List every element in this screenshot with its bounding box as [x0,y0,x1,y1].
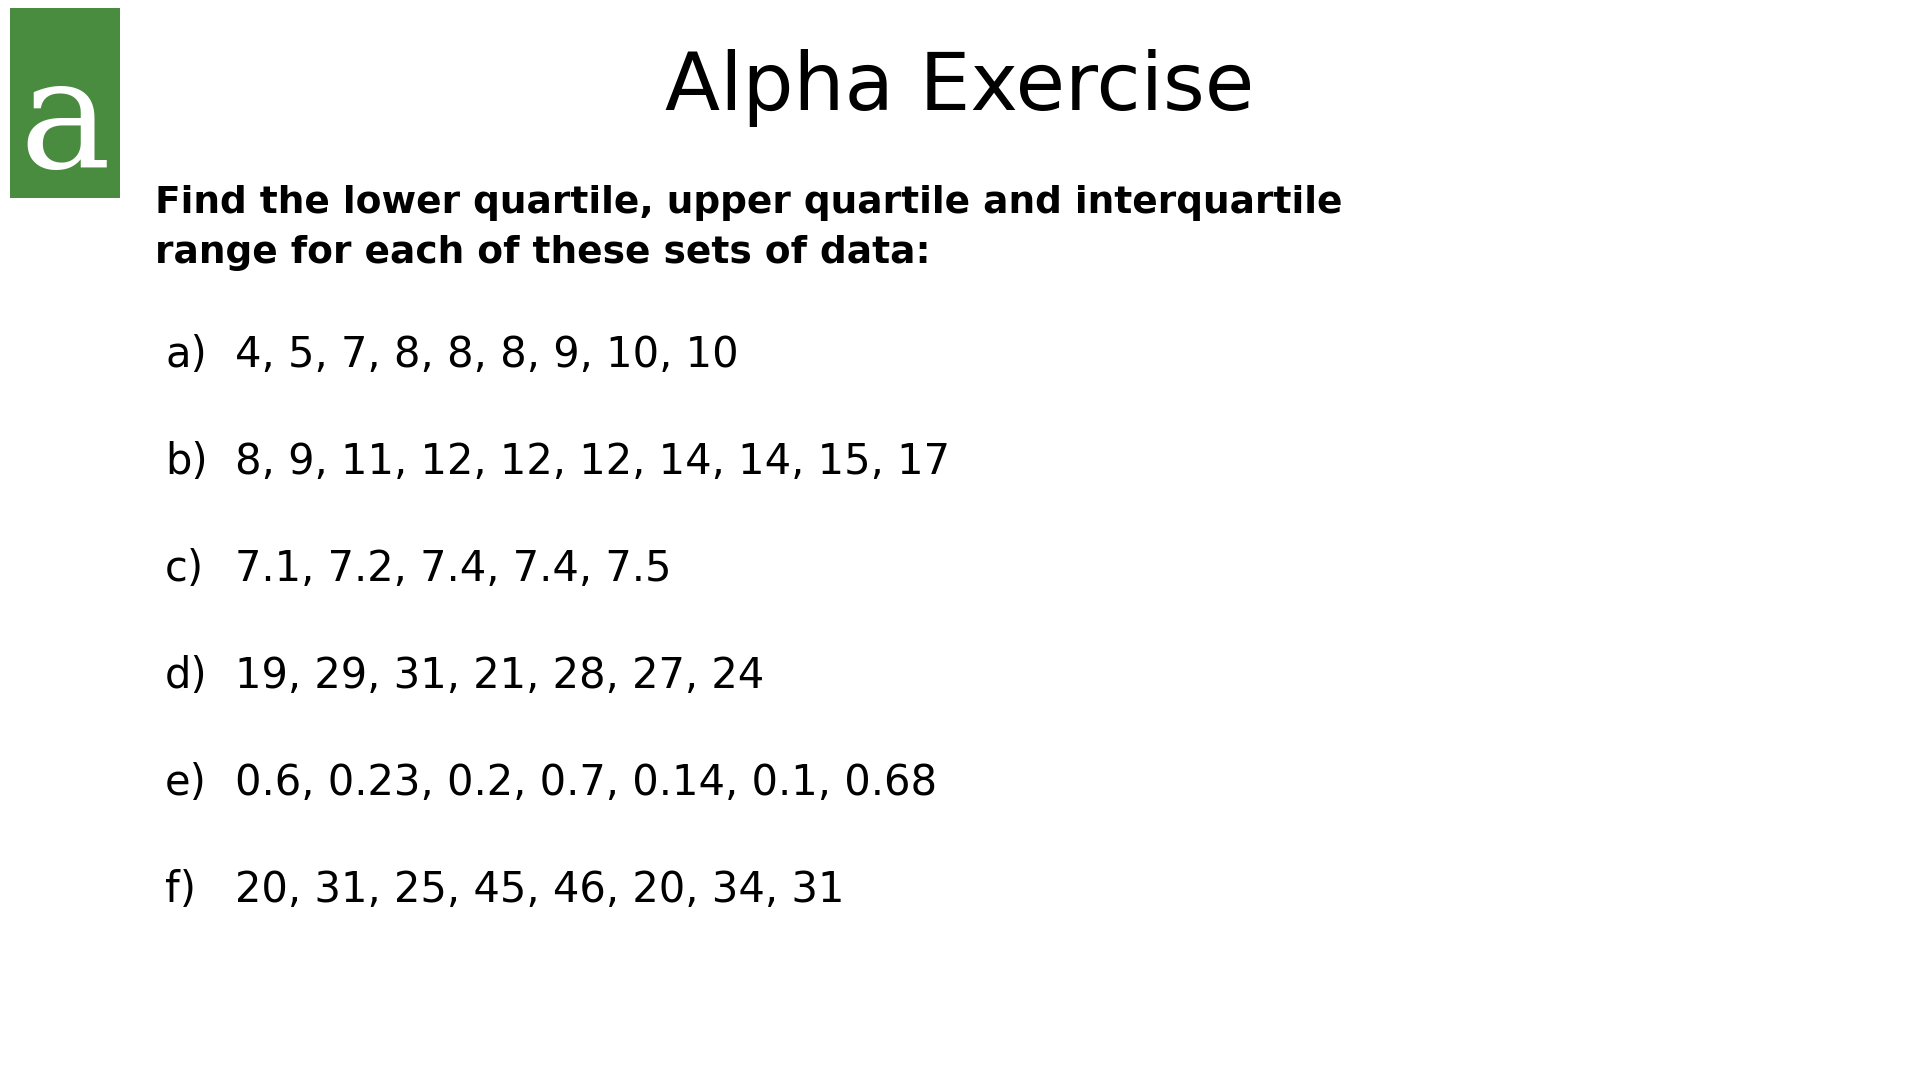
Text: 19, 29, 31, 21, 28, 27, 24: 19, 29, 31, 21, 28, 27, 24 [234,654,764,697]
Bar [10,8,119,198]
Text: b): b) [165,441,207,483]
Text: d): d) [165,654,207,697]
Text: Find the lower quartile, upper quartile and interquartile
range for each of thes: Find the lower quartile, upper quartile … [156,185,1342,271]
Text: a): a) [165,334,207,376]
Text: Alpha Exercise: Alpha Exercise [666,49,1254,127]
Text: f): f) [165,869,196,912]
Text: 8, 9, 11, 12, 12, 12, 14, 14, 15, 17: 8, 9, 11, 12, 12, 12, 14, 14, 15, 17 [234,441,950,483]
Text: 4, 5, 7, 8, 8, 8, 9, 10, 10: 4, 5, 7, 8, 8, 8, 9, 10, 10 [234,334,739,376]
Text: 0.6, 0.23, 0.2, 0.7, 0.14, 0.1, 0.68: 0.6, 0.23, 0.2, 0.7, 0.14, 0.1, 0.68 [234,762,937,804]
Text: a: a [19,52,111,200]
Text: e): e) [165,762,207,804]
Text: 7.1, 7.2, 7.4, 7.4, 7.5: 7.1, 7.2, 7.4, 7.4, 7.5 [234,548,672,590]
Text: c): c) [165,548,204,590]
Text: 20, 31, 25, 45, 46, 20, 34, 31: 20, 31, 25, 45, 46, 20, 34, 31 [234,869,845,912]
